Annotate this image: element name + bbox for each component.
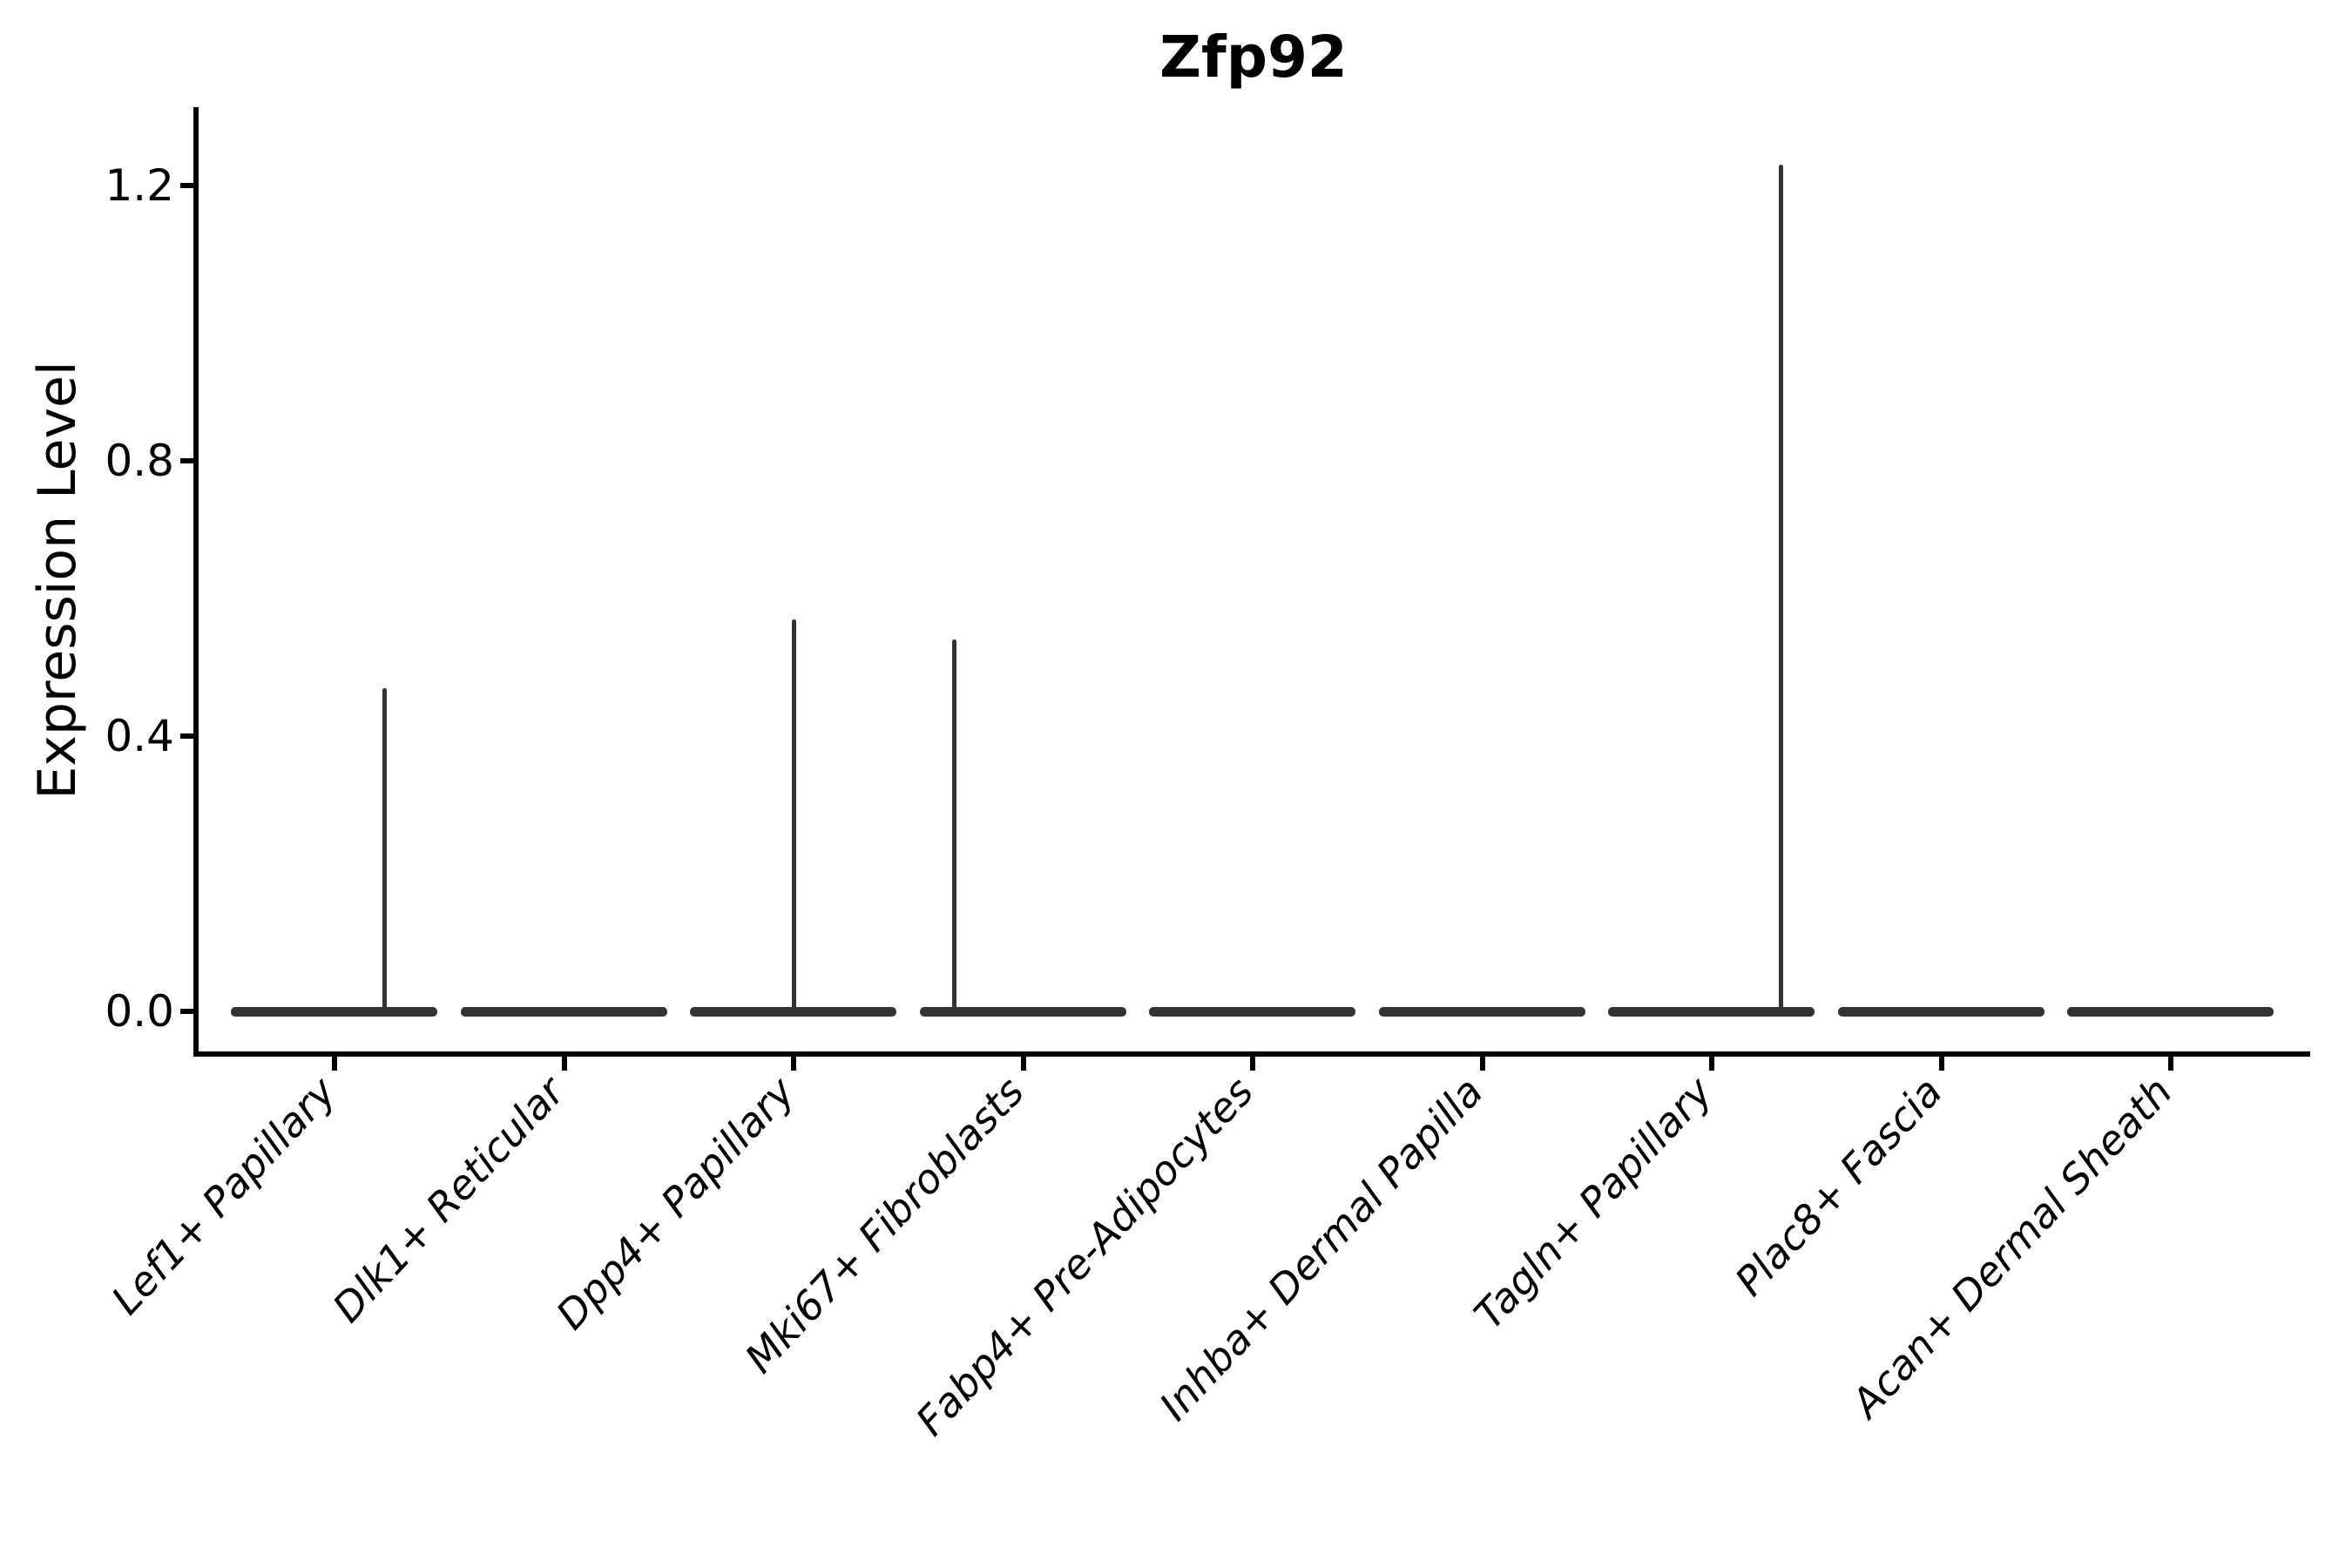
x-tick [791, 1057, 796, 1071]
x-category-label: Dlk1+ Reticular [323, 1068, 574, 1332]
violin-spike [792, 619, 796, 1016]
x-axis-spine [193, 1051, 2310, 1057]
x-tick [1250, 1057, 1255, 1071]
x-tick [1021, 1057, 1026, 1071]
y-tick-label: 0.8 [105, 436, 174, 486]
violin-spike [382, 688, 387, 1016]
x-tick [332, 1057, 337, 1071]
y-tick [180, 458, 193, 463]
y-tick [180, 1009, 193, 1014]
violin-zero-line [1379, 1007, 1585, 1017]
y-tick-label: 0.4 [105, 711, 174, 761]
x-category-label: Plac8+ Fascia [1725, 1068, 1951, 1305]
x-tick [1480, 1057, 1485, 1071]
chart-title: Zfp92 [1159, 24, 1348, 91]
violin-zero-line [1608, 1007, 1815, 1017]
x-tick [562, 1057, 567, 1071]
y-tick-label: 1.2 [105, 160, 174, 211]
x-category-label: Dpp4+ Papillary [546, 1068, 804, 1339]
y-axis-spine [193, 107, 199, 1057]
violin-spike [952, 639, 956, 1016]
violin-zero-line [2067, 1007, 2274, 1017]
violin-zero-line [920, 1007, 1126, 1017]
x-category-label: Tagln+ Papillary [1465, 1068, 1722, 1339]
y-tick [180, 183, 193, 188]
violin-spike [1779, 165, 1783, 1016]
y-tick [180, 733, 193, 739]
violin-zero-line [1149, 1007, 1355, 1017]
violin-zero-line [231, 1007, 437, 1017]
x-category-label: Lef1+ Papillary [102, 1068, 345, 1324]
y-tick-label: 0.0 [105, 986, 174, 1037]
x-tick [1709, 1057, 1714, 1071]
x-tick [1939, 1057, 1944, 1071]
x-tick [2168, 1057, 2173, 1071]
violin-zero-line [1838, 1007, 2044, 1017]
violin-zero-line [461, 1007, 667, 1017]
y-axis-title: Expression Level [27, 361, 88, 800]
